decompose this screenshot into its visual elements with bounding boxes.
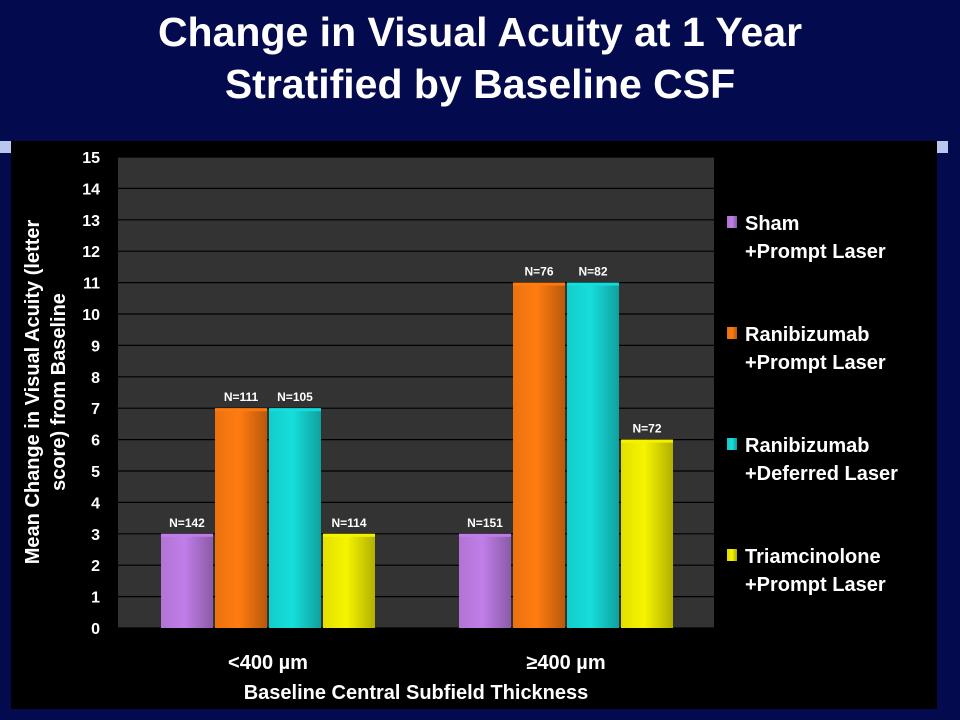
bar-top-highlight bbox=[161, 533, 213, 537]
y-tick-label: 10 bbox=[82, 307, 100, 324]
y-tick-label: 9 bbox=[91, 338, 100, 355]
y-tick-label: 6 bbox=[91, 433, 100, 450]
y-tick-label: 4 bbox=[91, 495, 100, 512]
bar bbox=[323, 533, 375, 628]
bar bbox=[161, 533, 213, 628]
title-line-2: Stratified by Baseline CSF bbox=[224, 61, 736, 107]
bar bbox=[215, 408, 267, 628]
bar-top-highlight bbox=[459, 533, 511, 537]
legend-label-line-2: +Deferred Laser bbox=[745, 463, 898, 485]
legend-swatch bbox=[727, 216, 737, 228]
y-tick-label: 14 bbox=[82, 181, 100, 198]
bar-data-label: N=142 bbox=[169, 516, 205, 530]
y-tick-label: 1 bbox=[91, 590, 100, 607]
legend-label-line-1: Triamcinolone bbox=[745, 546, 881, 568]
legend-label: Sham +Prompt Laser bbox=[745, 210, 886, 266]
y-tick-label: 7 bbox=[91, 401, 100, 418]
legend-label: Ranibizumab +Deferred Laser bbox=[745, 432, 898, 488]
y-tick-label: 11 bbox=[83, 276, 100, 293]
y-axis-label-line-1: Mean Change in Visual Acuity (letter bbox=[22, 220, 44, 565]
x-axis-title: Baseline Central Subfield Thickness bbox=[244, 682, 589, 704]
bar-data-label: N=82 bbox=[578, 265, 607, 279]
bar bbox=[621, 439, 673, 628]
accent-square-left bbox=[0, 141, 11, 153]
y-tick-label: 3 bbox=[91, 527, 100, 544]
bar bbox=[513, 282, 565, 628]
bar-top-highlight bbox=[215, 408, 267, 412]
slide-title: Change in Visual Acuity at 1 Year Strati… bbox=[20, 6, 940, 110]
bar-data-label: N=105 bbox=[277, 390, 313, 404]
bar-top-highlight bbox=[567, 282, 619, 286]
y-tick-label: 15 bbox=[82, 150, 100, 167]
y-tick-label: 2 bbox=[91, 558, 100, 575]
bar-data-label: N=111 bbox=[224, 390, 259, 404]
y-tick-label: 12 bbox=[82, 244, 100, 261]
x-category-label: <400 µm bbox=[228, 652, 308, 674]
title-line-1: Change in Visual Acuity at 1 Year bbox=[157, 9, 803, 55]
legend-label-line-2: +Prompt Laser bbox=[745, 241, 886, 263]
accent-square-right bbox=[937, 141, 948, 153]
bar bbox=[269, 408, 321, 628]
legend-label-line-2: +Prompt Laser bbox=[745, 574, 886, 596]
bar-top-highlight bbox=[269, 408, 321, 412]
legend-label-line-2: +Prompt Laser bbox=[745, 352, 886, 374]
legend-swatch bbox=[727, 327, 737, 339]
legend-label-line-1: Ranibizumab bbox=[745, 435, 870, 457]
bar-data-label: N=76 bbox=[524, 265, 553, 279]
bar-top-highlight bbox=[323, 533, 375, 537]
bar-data-label: N=72 bbox=[632, 422, 661, 436]
y-tick-label: 5 bbox=[91, 464, 100, 481]
bar-top-highlight bbox=[513, 282, 565, 286]
legend-label: Triamcinolone +Prompt Laser bbox=[745, 543, 886, 599]
y-tick-label: 13 bbox=[82, 213, 100, 230]
legend-swatch bbox=[727, 438, 737, 450]
y-tick-label: 0 bbox=[91, 621, 100, 638]
legend-swatch bbox=[727, 549, 737, 561]
y-tick-label: 8 bbox=[91, 370, 100, 387]
bar-data-label: N=151 bbox=[467, 516, 503, 530]
legend-label-line-1: Ranibizumab bbox=[745, 324, 870, 346]
legend-label-line-1: Sham bbox=[745, 213, 800, 235]
bar bbox=[567, 282, 619, 628]
legend-label: Ranibizumab +Prompt Laser bbox=[745, 321, 886, 377]
bar bbox=[459, 533, 511, 628]
bar-data-label: N=114 bbox=[331, 516, 366, 530]
bar-top-highlight bbox=[621, 439, 673, 443]
x-category-label: ≥400 µm bbox=[526, 652, 605, 674]
y-axis-label-line-2: score) from Baseline bbox=[48, 293, 70, 491]
